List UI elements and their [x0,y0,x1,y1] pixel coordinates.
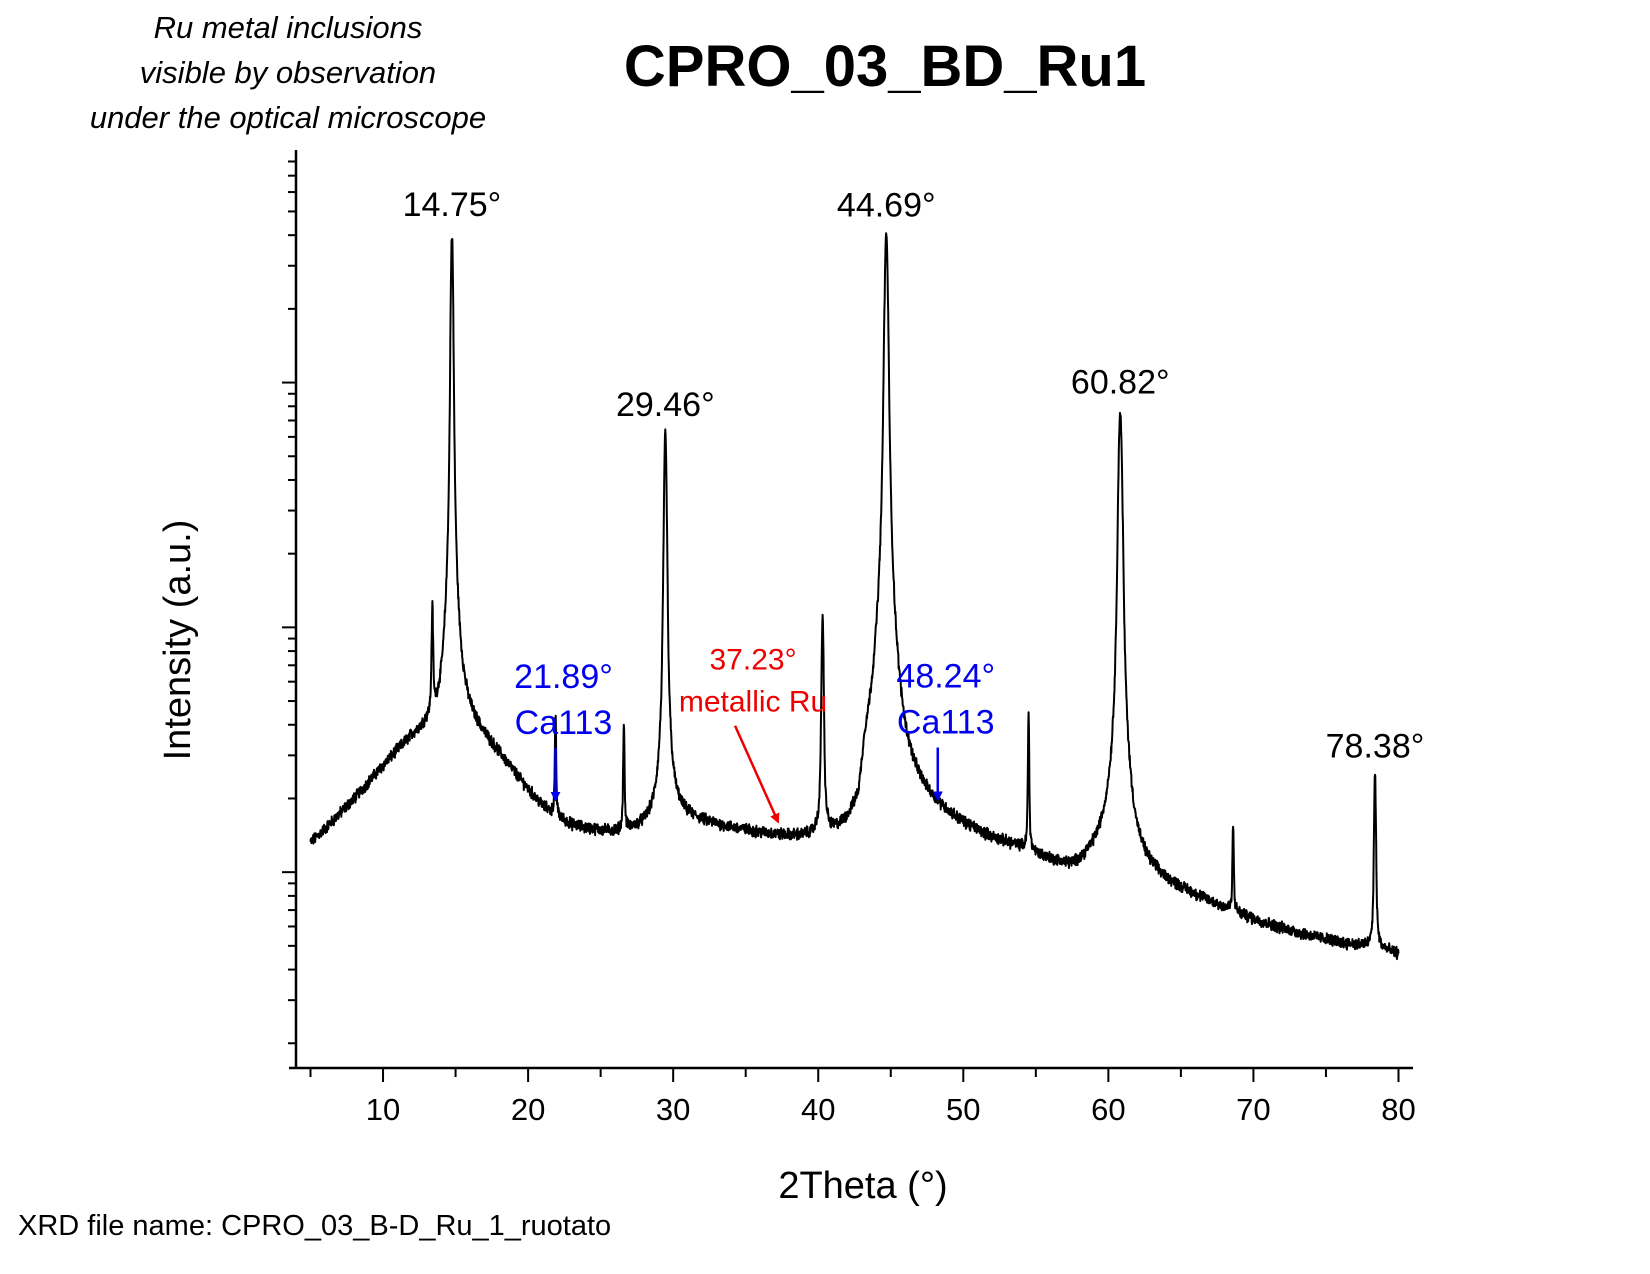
peak-label: 60.82° [1071,364,1170,402]
x-tick-label: 50 [946,1092,980,1127]
phase-annotations: 21.89° Ca113 37.23° metallic Ru 48.24° Ca113 [514,644,995,824]
annotation-label: metallic Ru [679,686,827,719]
x-tick-label: 40 [801,1092,835,1127]
x-tick-label: 70 [1236,1092,1270,1127]
peak-label: 44.69° [837,187,936,225]
x-tick-label: 30 [656,1092,690,1127]
chart-title: CPRO_03_BD_Ru1 [624,34,1146,99]
x-tick-label: 10 [366,1092,400,1127]
x-axis: 10 20 30 40 50 60 70 80 [289,1066,1416,1127]
x-tick-label: 80 [1381,1092,1415,1127]
x-axis-ticks: 10 20 30 40 50 60 70 80 [309,1068,1416,1127]
annotation-label: 21.89° [514,658,613,696]
note-line-3: under the optical microscope [90,100,486,135]
annotation-label: 37.23° [710,644,797,677]
peak-label: 29.46° [616,386,715,424]
annotation-arrow [733,725,780,824]
annotation-label: 48.24° [896,658,995,696]
peak-labels: 14.75° 29.46° 44.69° 60.82° 78.38° [403,186,1425,765]
x-axis-label: 2Theta (°) [778,1165,947,1207]
annotation-label: Ca113 [515,704,613,742]
y-axis-label: Intensity (a.u.) [157,520,199,761]
xrd-pattern-line [309,232,1400,961]
peak-label: 14.75° [403,186,502,224]
annotation-label: Ca113 [897,704,995,742]
y-axis [282,150,298,1068]
note-line-1: Ru metal inclusions [154,10,423,45]
x-tick-label: 60 [1091,1092,1125,1127]
y-axis-ticks [282,160,296,1045]
note-line-2: visible by observation [140,55,436,90]
peak-label: 78.38° [1326,727,1425,765]
file-name-footer: XRD file name: CPRO_03_B-D_Ru_1_ruotato [18,1210,611,1242]
x-tick-label: 20 [511,1092,545,1127]
